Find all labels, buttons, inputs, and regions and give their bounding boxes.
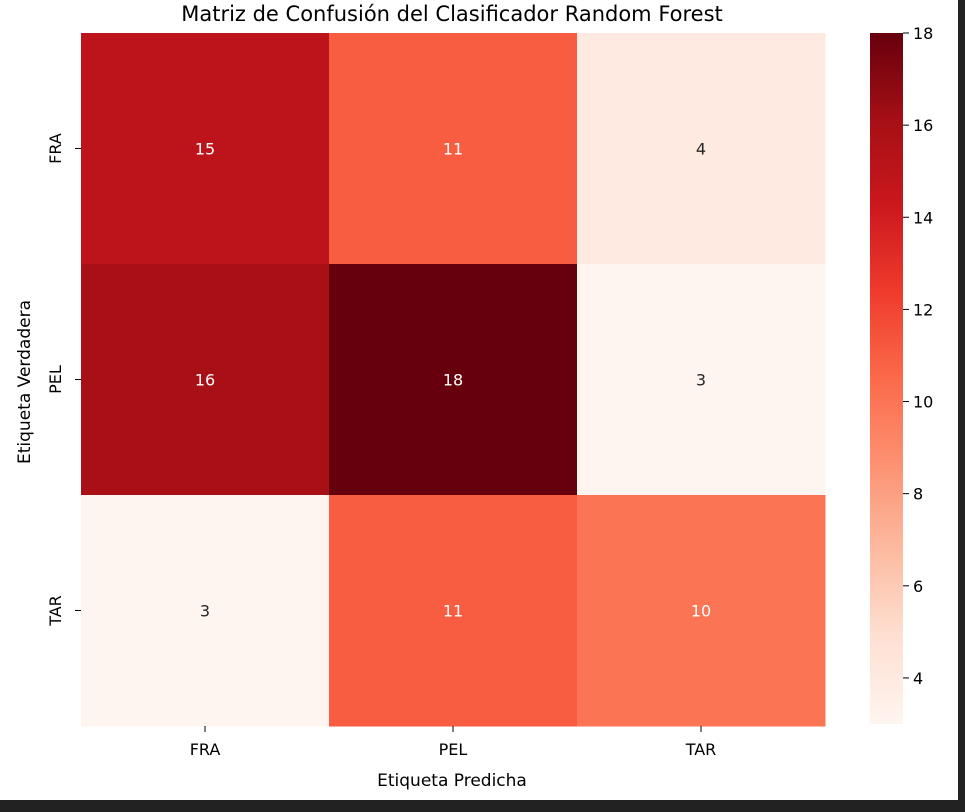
chart-title: Matriz de Confusión del Clasificador Ran… [181,2,723,26]
colorbar-tick-label: 12 [913,300,933,319]
cell-value-label: 18 [443,371,463,390]
colorbar-tick-label: 14 [913,208,933,227]
colorbar-tick-label: 16 [913,116,933,135]
y-axis-ticks: FRA PEL TAR [46,133,81,627]
heatmap-cell [81,495,330,727]
y-tick-label: PEL [46,365,65,394]
heatmap-cell [329,264,578,496]
cell-value-label: 10 [691,602,711,621]
x-axis-label: Etiqueta Predicha [377,771,527,791]
heatmap-cell [81,33,330,265]
cell-value-label: 3 [200,602,210,621]
heatmap-cells [81,33,826,727]
cell-value-label: 16 [195,371,215,390]
colorbar-tick-label: 4 [913,669,923,688]
colorbar-tick-label: 18 [913,24,933,43]
heatmap-cell [577,495,826,727]
heatmap-cell-labels: 15 11 4 16 18 3 3 11 10 [195,140,711,621]
colorbar-ticks: 4 6 8 10 12 14 16 18 [903,24,933,688]
cell-value-label: 11 [443,602,463,621]
heatmap-cell [81,264,330,496]
cell-value-label: 3 [696,371,706,390]
colorbar-tick-label: 8 [913,485,923,504]
colorbar [870,33,903,724]
cell-value-label: 11 [443,140,463,159]
heatmap-cell [577,264,826,496]
colorbar-tick-label: 6 [913,577,923,596]
heatmap-cell [329,33,578,265]
y-tick-label: FRA [46,133,65,164]
heatmap-cell [577,33,826,265]
x-tick-label: PEL [439,740,468,759]
y-axis-label: Etiqueta Verdadera [15,300,35,464]
colorbar-tick-label: 10 [913,393,933,412]
cell-value-label: 15 [195,140,215,159]
x-axis-ticks: FRA PEL TAR [190,726,717,759]
heatmap-cell [329,495,578,727]
figure-frame: Matriz de Confusión del Clasificador Ran… [0,0,958,800]
x-tick-label: FRA [190,740,221,759]
x-tick-label: TAR [685,740,717,759]
y-tick-label: TAR [46,595,65,627]
confusion-matrix-chart: Matriz de Confusión del Clasificador Ran… [15,2,933,791]
cell-value-label: 4 [696,140,706,159]
